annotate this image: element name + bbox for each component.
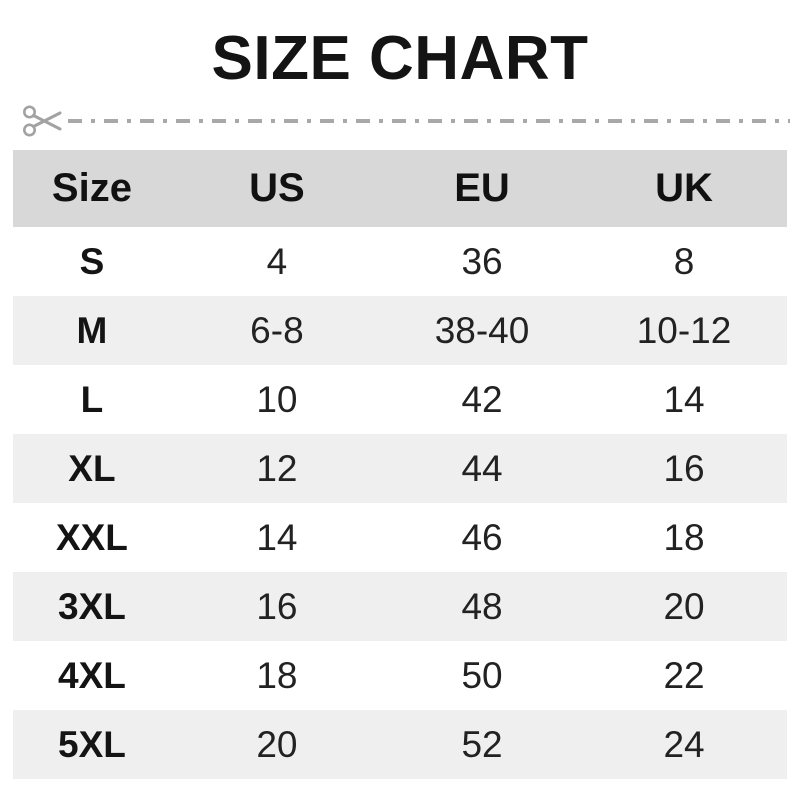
table-cell-eu: 50 (461, 654, 503, 696)
table-cell-uk: 24 (663, 723, 705, 765)
table-cell-eu: 42 (461, 378, 503, 420)
table-cell-eu: 36 (461, 240, 503, 282)
table-cell-eu: 38-40 (434, 309, 530, 351)
table-cell-uk: 14 (663, 378, 705, 420)
table-cell-size: 3XL (58, 585, 126, 627)
table-cell-size: 4XL (58, 654, 126, 696)
table-cell-eu: 44 (461, 447, 503, 489)
table-row: XXL 14 46 18 (13, 503, 787, 573)
table-row: 5XL 20 52 24 (13, 710, 787, 780)
scissors-icon (23, 105, 62, 137)
table-cell-us: 4 (266, 240, 288, 282)
table-cell-size: XXL (55, 516, 128, 558)
dashed-cut-line (68, 119, 790, 124)
table-row: S 4 36 8 (13, 227, 787, 297)
table-cell-us: 16 (256, 585, 298, 627)
table-cell-size: 5XL (58, 723, 126, 765)
table-cell-size: S (79, 240, 105, 282)
table-cell-uk: 18 (663, 516, 705, 558)
table-row: 4XL 18 50 22 (13, 641, 787, 711)
page-title: SIZE CHART (211, 24, 589, 93)
table-cell-eu: 52 (461, 723, 503, 765)
table-cell-size: XL (68, 447, 116, 489)
table-row: M 6-8 38-40 10-12 (13, 296, 787, 366)
table-cell-size: M (76, 309, 108, 351)
cut-line (22, 103, 790, 139)
table-cell-us: 14 (256, 516, 298, 558)
table-cell-size: L (80, 378, 104, 420)
table-cell-us: 20 (256, 723, 298, 765)
table-row: L 10 42 14 (13, 365, 787, 435)
table-cell-us: 18 (256, 654, 298, 696)
table-cell-eu: 48 (461, 585, 503, 627)
table-cell-us: 10 (256, 378, 298, 420)
size-table: Size US EU UK S 4 36 8 M 6-8 38-40 10-12… (13, 150, 787, 780)
table-cell-uk: 22 (663, 654, 705, 696)
table-row: XL 12 44 16 (13, 434, 787, 504)
table-header-row: Size US EU UK (13, 150, 787, 228)
column-header-us: US (249, 166, 305, 211)
table-cell-uk: 20 (663, 585, 705, 627)
table-cell-uk: 10-12 (636, 309, 732, 351)
table-cell-uk: 16 (663, 447, 705, 489)
table-row: 3XL 16 48 20 (13, 572, 787, 642)
table-cell-eu: 46 (461, 516, 503, 558)
column-header-uk: UK (655, 166, 713, 211)
table-cell-us: 12 (256, 447, 298, 489)
table-cell-us: 6-8 (250, 309, 304, 351)
table-body: S 4 36 8 M 6-8 38-40 10-12 L 10 42 14 XL… (13, 227, 787, 780)
column-header-eu: EU (454, 166, 510, 211)
table-cell-uk: 8 (673, 240, 695, 282)
column-header-size: Size (51, 166, 132, 211)
